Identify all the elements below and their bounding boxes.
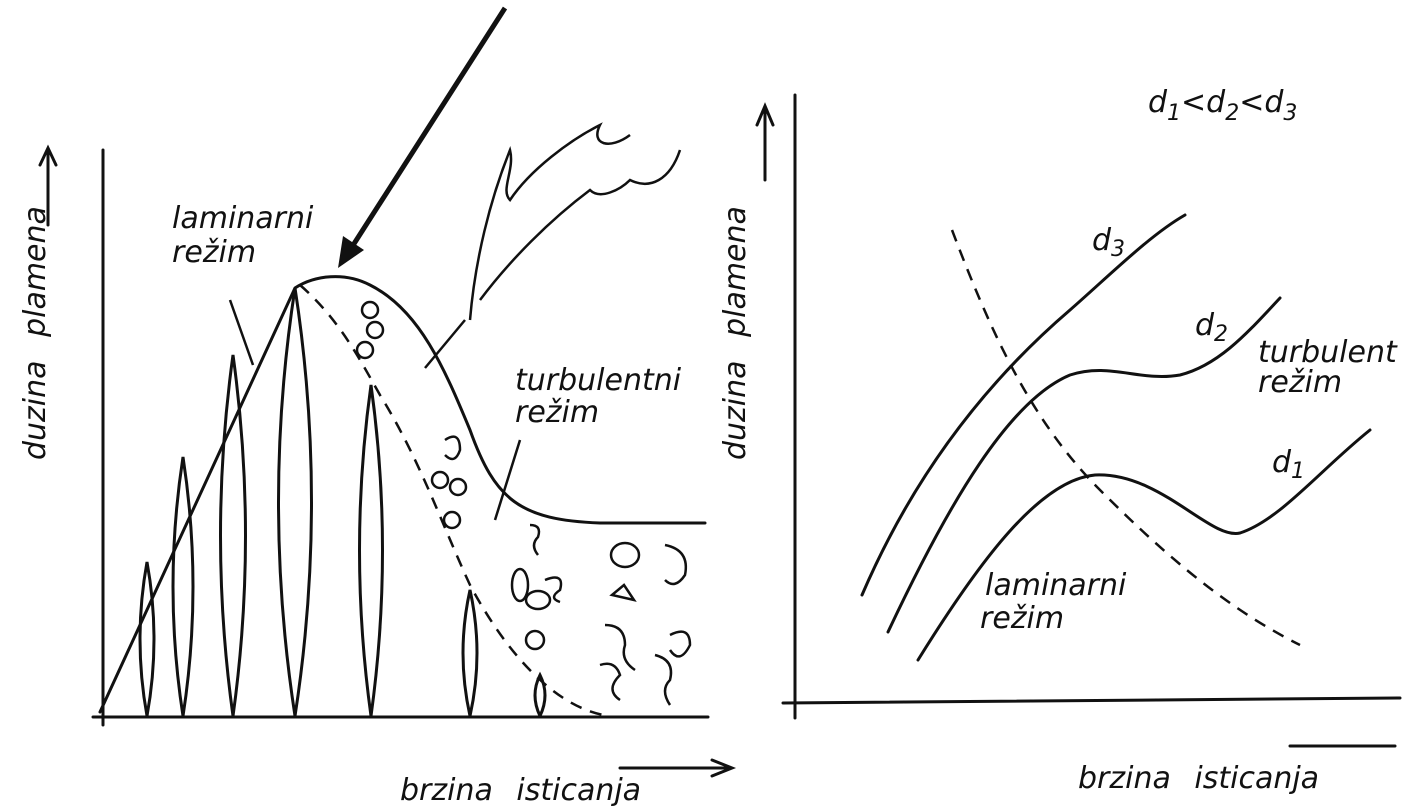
right-panel: d1<d2<d3 d3 d2 d1 turbulent režim lamina… (718, 85, 1400, 796)
condition-part: <d (1239, 85, 1284, 120)
laminar-label: režim (980, 601, 1064, 636)
note-leader (425, 320, 465, 368)
y-axis-label: duzina plamena (18, 206, 53, 460)
x-axis (783, 698, 1400, 703)
pointer-arrow (350, 8, 505, 250)
y-axis-label: duzina plamena (718, 206, 753, 460)
condition-part: 3 (1283, 101, 1297, 126)
condition-part: d (1148, 85, 1168, 120)
turbulent-label: turbulentni (515, 363, 682, 398)
condition-part: 2 (1225, 101, 1239, 126)
label-part: 2 (1214, 322, 1228, 347)
condition-part: 1 (1167, 101, 1181, 126)
pointer-arrow-head (338, 236, 364, 268)
x-axis-label: brzina isticanja (400, 773, 641, 808)
label-part: 3 (1111, 237, 1125, 262)
turbulent-leader (495, 440, 520, 520)
turbulent-label: režim (515, 395, 599, 430)
diagram: duzina plamena brzina isticanja laminarn… (0, 0, 1402, 809)
laminar-label: laminarni (985, 568, 1127, 603)
label-part: d (1272, 445, 1292, 480)
curve-d3 (862, 215, 1185, 595)
laminar-label: režim (172, 235, 256, 270)
curve-label: d1 (1272, 445, 1305, 484)
label-part: 1 (1291, 459, 1305, 484)
label-part: d (1092, 223, 1112, 258)
turbulent-label: režim (1258, 365, 1342, 400)
condition-part: <d (1181, 85, 1226, 120)
left-panel: duzina plamena brzina isticanja laminarn… (18, 8, 732, 808)
laminar-label: laminarni (172, 201, 314, 236)
dashed-boundary (300, 285, 610, 716)
curve-label: d2 (1195, 308, 1228, 347)
curve-label: d3 (1092, 223, 1125, 262)
handwritten-note (470, 125, 680, 320)
flame-lenses (140, 288, 545, 716)
x-axis-label: brzina isticanja (1078, 761, 1319, 796)
condition-label: d1<d2<d3 (1148, 85, 1297, 126)
label-part: d (1195, 308, 1215, 343)
